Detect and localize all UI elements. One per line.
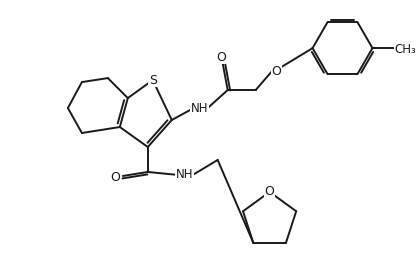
Text: O: O	[272, 64, 282, 78]
Text: NH: NH	[191, 101, 209, 115]
Text: S: S	[149, 74, 157, 86]
Text: O: O	[110, 172, 120, 184]
Text: NH: NH	[176, 168, 194, 182]
Text: O: O	[265, 185, 275, 198]
Text: O: O	[216, 51, 226, 64]
Text: CH₃: CH₃	[395, 43, 416, 56]
